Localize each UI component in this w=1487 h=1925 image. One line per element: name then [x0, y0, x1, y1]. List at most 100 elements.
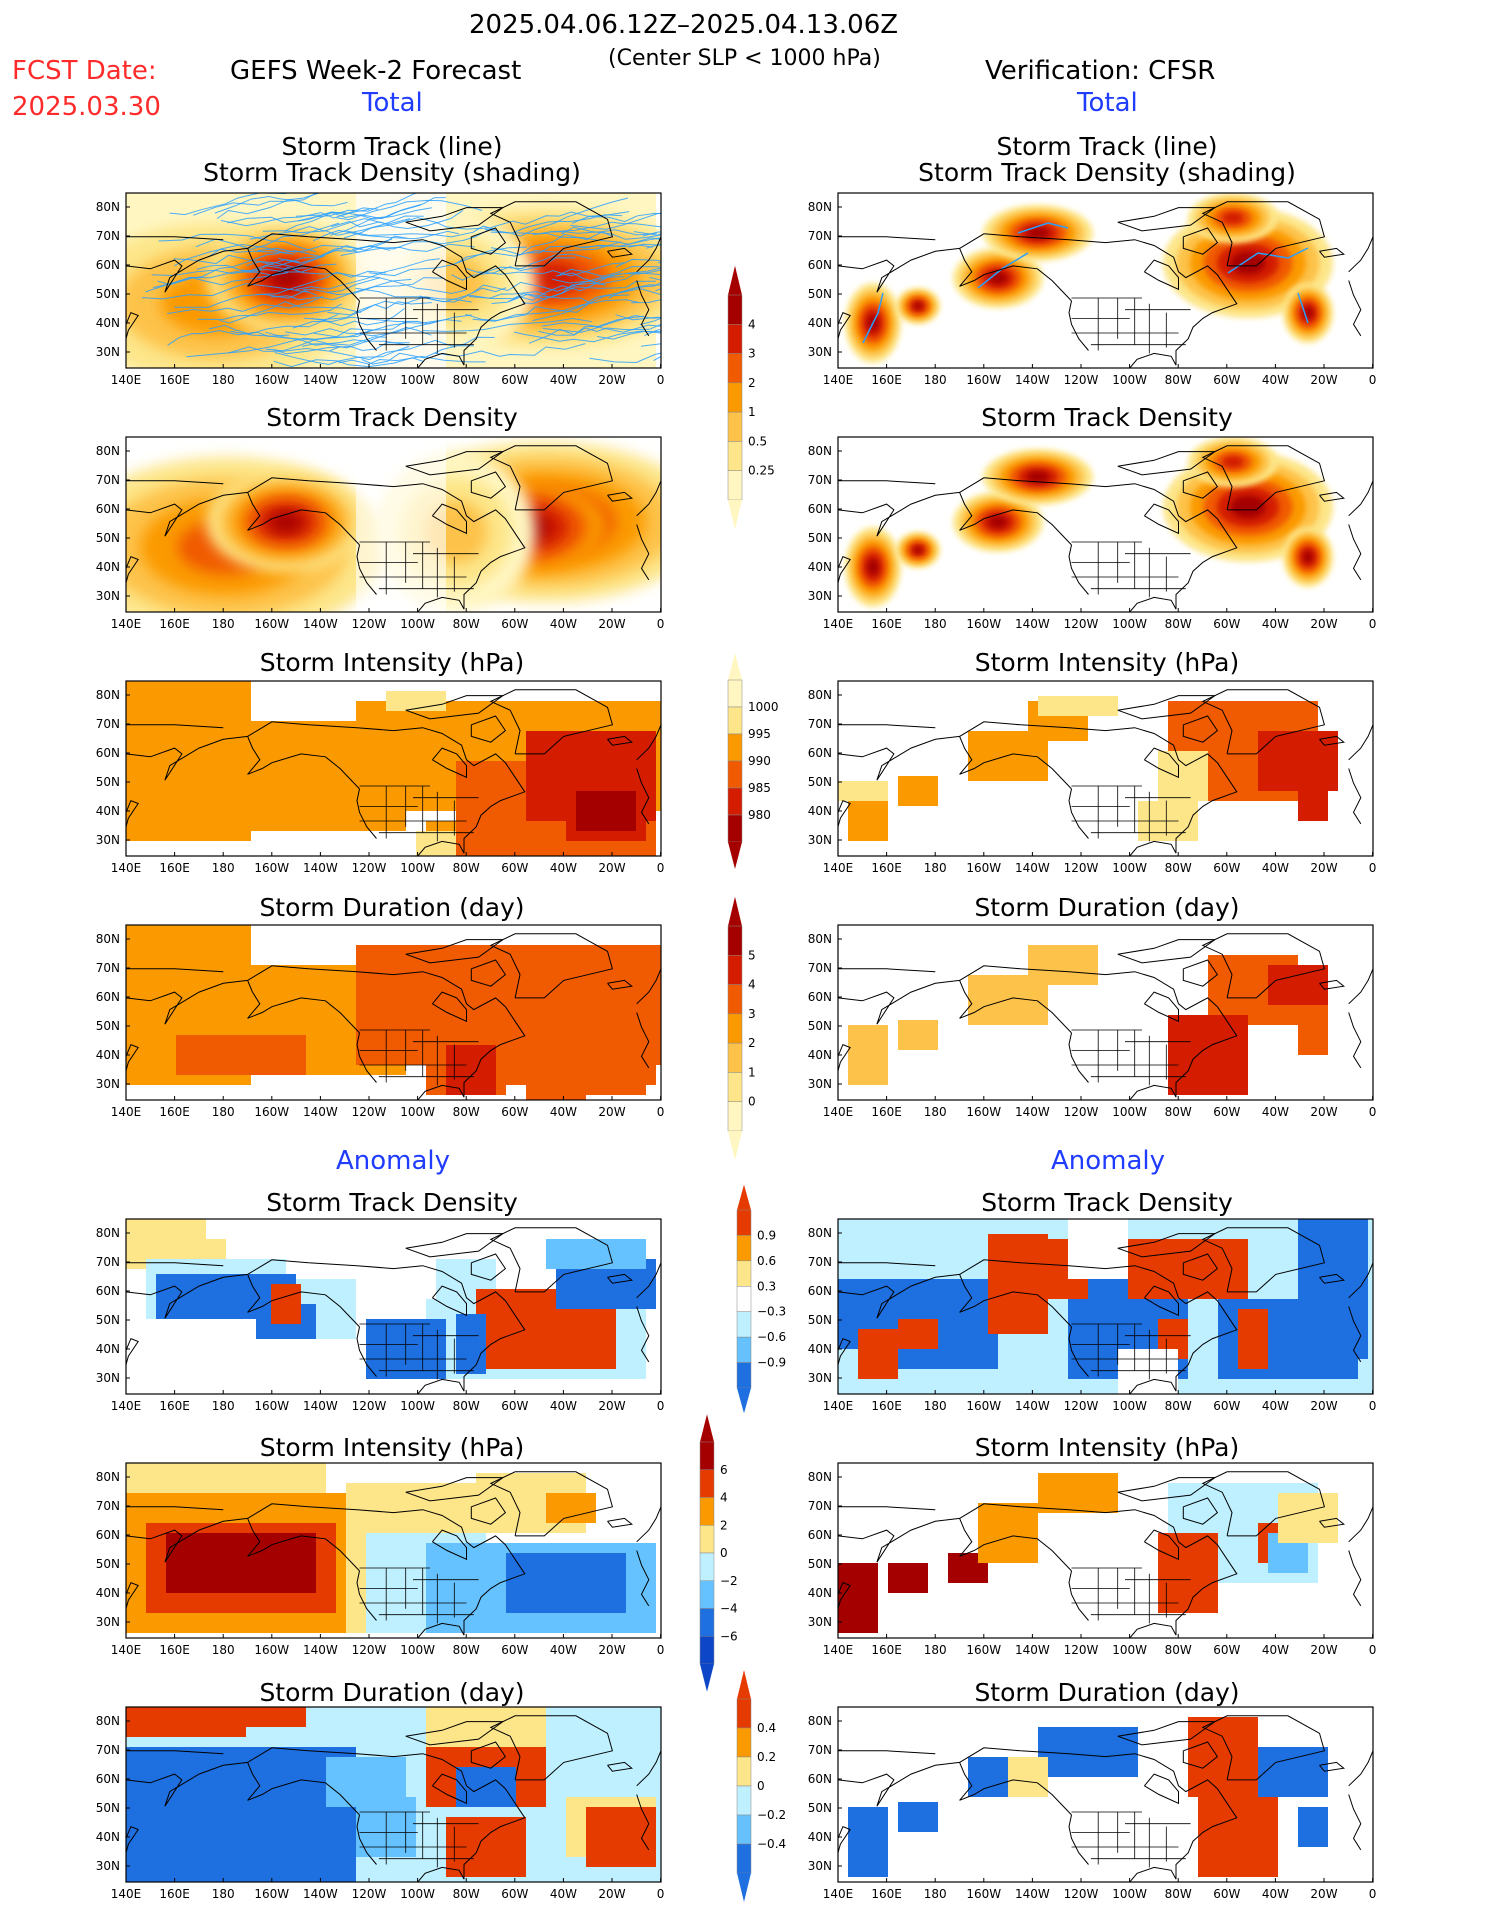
- lon-label: 140W: [303, 861, 338, 875]
- lon-label: 80W: [1165, 1643, 1192, 1657]
- lon-label: 40W: [550, 1399, 577, 1413]
- lon-label: 40W: [1262, 1105, 1289, 1119]
- lat-label: 60N: [808, 746, 832, 760]
- panel-duration-left-frame: [125, 924, 662, 1101]
- panel-track-right: 80N 70N 60N 50N 40N 30N 140E 160E 180 160W 140W 120…: [808, 192, 1376, 387]
- lon-label: 100W: [400, 1399, 435, 1413]
- panel-density-right-frame: [837, 436, 1374, 613]
- colorbar-total-density-label: 0.5: [748, 434, 767, 448]
- lon-label: 120W: [1064, 1399, 1099, 1413]
- lon-label: 60W: [501, 861, 528, 875]
- lon-label: 180: [212, 373, 235, 387]
- panel-anom-density-left-frame: [125, 1218, 662, 1395]
- title-anom-density-left: Storm Track Density: [266, 1188, 518, 1217]
- lon-label: 140E: [823, 1887, 854, 1901]
- lat-label: 60N: [96, 258, 120, 272]
- lon-label: 80W: [1165, 861, 1192, 875]
- lon-label: 0: [657, 861, 665, 875]
- title-intensity-left: Storm Intensity (hPa): [259, 648, 525, 677]
- lon-label: 80W: [453, 1399, 480, 1413]
- right-total: Total: [1077, 88, 1138, 118]
- colorbar-anom-intensity-label: 4: [720, 1491, 728, 1505]
- lat-label: 30N: [808, 1859, 832, 1873]
- lon-label: 180: [212, 1643, 235, 1657]
- colorbar-total-intensity-label: 985: [748, 781, 771, 795]
- lon-label: 180: [924, 1105, 947, 1119]
- colorbar-anom-density: 0.9 0.6 0.3 −0.3 −0.6 −0.9: [736, 1184, 786, 1414]
- lon-label: 140E: [823, 617, 854, 631]
- colorbar-anom-duration-label: −0.2: [757, 1808, 786, 1822]
- lat-label: 70N: [96, 961, 120, 975]
- lat-label: 50N: [808, 531, 832, 545]
- colorbar-total-density-label: 3: [748, 347, 756, 361]
- fcst-date-label: FCST Date:: [12, 56, 157, 86]
- lat-label: 80N: [808, 1470, 832, 1484]
- lon-label: 160E: [871, 1887, 902, 1901]
- lon-label: 80W: [1165, 1399, 1192, 1413]
- lon-label: 180: [924, 861, 947, 875]
- panel-anom-duration-right: 80N 70N 60N 50N 40N 30N 140E 160E 180 160W 140W 120…: [808, 1706, 1376, 1901]
- lon-label: 20W: [598, 1887, 625, 1901]
- lon-label: 20W: [1310, 1643, 1337, 1657]
- panel-anom-density-left: 80N 70N 60N 50N 40N 30N 140E 160E 180 160W 140W 120…: [96, 1218, 664, 1413]
- lat-label: 30N: [808, 1077, 832, 1091]
- panel-duration-right-frame: [837, 924, 1374, 1101]
- lon-label: 140E: [111, 1887, 142, 1901]
- colorbar-total-duration-label: 1: [748, 1065, 756, 1079]
- lon-label: 160W: [966, 1887, 1001, 1901]
- lat-label: 60N: [808, 1528, 832, 1542]
- lon-label: 60W: [1213, 1105, 1240, 1119]
- lon-label: 160W: [254, 1105, 289, 1119]
- colorbar-total-density-label: 4: [748, 317, 756, 331]
- lon-label: 0: [1369, 1105, 1377, 1119]
- lat-label: 80N: [808, 932, 832, 946]
- lon-label: 160W: [966, 1399, 1001, 1413]
- lat-label: 70N: [808, 473, 832, 487]
- lon-label: 160E: [159, 1399, 190, 1413]
- lat-label: 50N: [96, 1313, 120, 1327]
- lon-label: 80W: [1165, 373, 1192, 387]
- lat-label: 60N: [808, 990, 832, 1004]
- colorbar-anom-duration-label: 0: [757, 1779, 765, 1793]
- lat-label: 40N: [808, 560, 832, 574]
- lon-label: 160E: [159, 1105, 190, 1119]
- lon-label: 180: [924, 617, 947, 631]
- panel-density-right: 80N 70N 60N 50N 40N 30N 140E 160E 180 160W 140W 120…: [808, 436, 1377, 631]
- panel-track-left: 80N 70N 60N 50N 40N 30N 140E 160E 180 160W 140W 120…: [96, 192, 665, 387]
- lon-label: 40W: [1262, 1643, 1289, 1657]
- lon-label: 120W: [352, 617, 387, 631]
- panel-duration-right: 80N 70N 60N 50N 40N 30N 140E 160E 180 160W 140W 120…: [808, 924, 1377, 1119]
- colorbar-anom-duration-label: 0.4: [757, 1721, 776, 1735]
- lon-label: 160E: [159, 861, 190, 875]
- lon-label: 0: [657, 373, 665, 387]
- lon-label: 0: [1369, 617, 1377, 631]
- lon-label: 60W: [501, 373, 528, 387]
- lat-label: 40N: [96, 1342, 120, 1356]
- lon-label: 20W: [598, 1105, 625, 1119]
- lon-label: 20W: [1310, 861, 1337, 875]
- lat-label: 50N: [96, 287, 120, 301]
- right-title: Verification: CFSR: [985, 56, 1216, 86]
- lat-label: 60N: [96, 1528, 120, 1542]
- left-total: Total: [362, 88, 423, 118]
- panel-intensity-left: 80N 70N 60N 50N 40N 30N 140E 160E 180 160W 140W 120…: [96, 680, 665, 875]
- lat-label: 40N: [808, 1830, 832, 1844]
- lon-label: 120W: [1064, 617, 1099, 631]
- lon-label: 0: [657, 1643, 665, 1657]
- title-anom-duration-left: Storm Duration (day): [259, 1678, 525, 1707]
- lon-label: 160E: [871, 617, 902, 631]
- lat-label: 70N: [96, 1743, 120, 1757]
- lon-label: 20W: [1310, 617, 1337, 631]
- lon-label: 60W: [1213, 1887, 1240, 1901]
- lon-label: 160W: [254, 1399, 289, 1413]
- title-anom-intensity-right: Storm Intensity (hPa): [974, 1433, 1240, 1462]
- panel-density-left-frame: [125, 436, 662, 613]
- lat-label: 30N: [96, 833, 120, 847]
- title-density-left: Storm Track Density: [266, 403, 518, 432]
- lon-label: 0: [657, 1887, 665, 1901]
- colorbar-total-intensity: 1000 995 990 985 980: [727, 653, 779, 869]
- lon-label: 100W: [400, 617, 435, 631]
- lon-label: 140W: [303, 1399, 338, 1413]
- panel-density-left: 80N 70N 60N 50N 40N 30N 140E 160E 180 160W 140W 120…: [96, 436, 664, 631]
- lat-label: 40N: [96, 316, 120, 330]
